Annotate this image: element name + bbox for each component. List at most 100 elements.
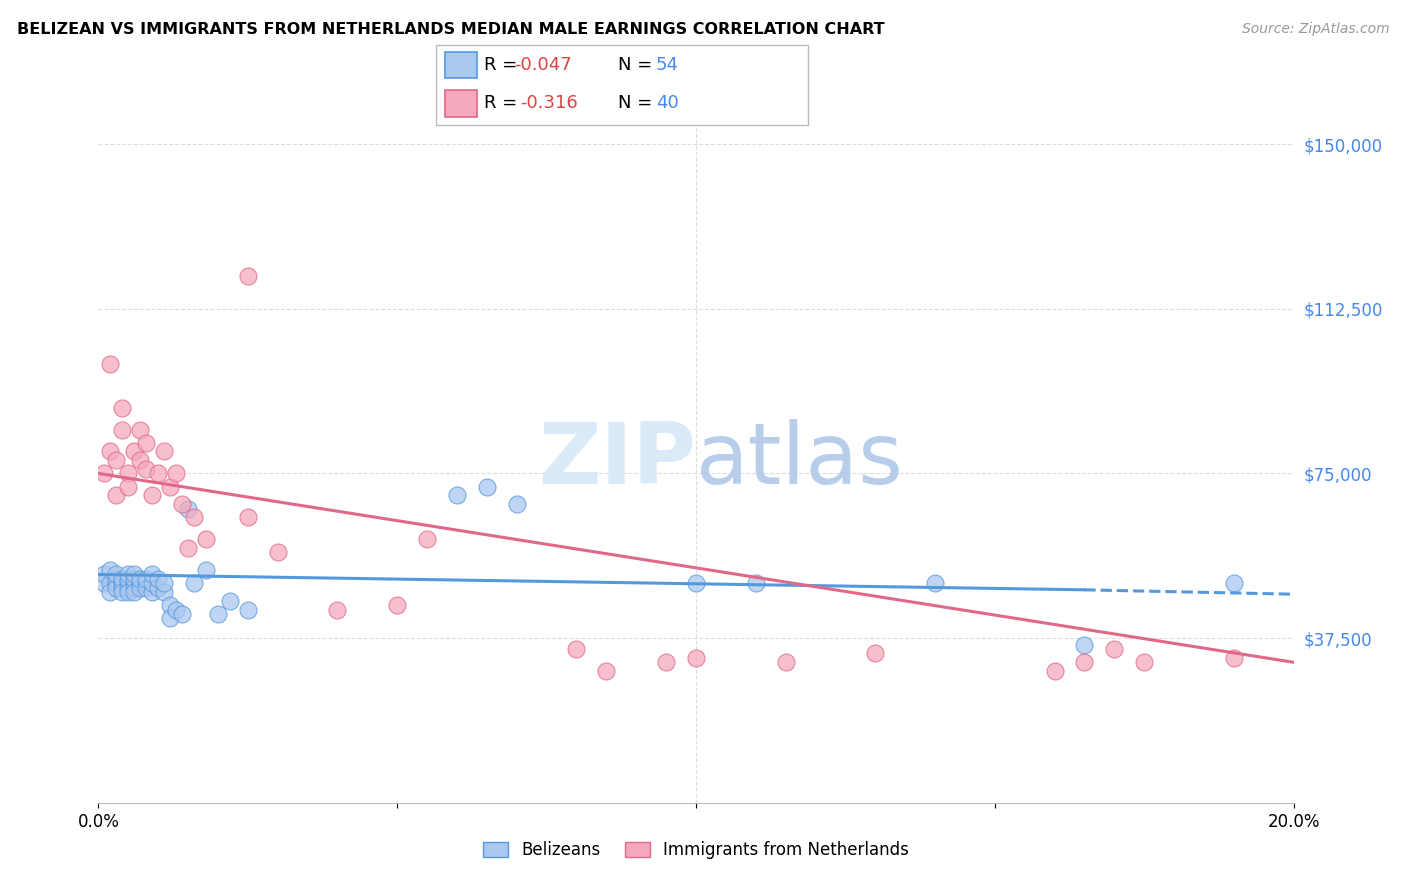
Point (117, 581, 139, 595)
Point (124, 444, 146, 458)
Point (475, 480, 498, 494)
Point (129, 572, 152, 586)
Point (685, 651, 707, 665)
Point (745, 576, 768, 591)
Point (148, 467, 170, 481)
Point (124, 576, 146, 591)
Text: N =: N = (619, 56, 658, 74)
Point (236, 268, 259, 283)
FancyBboxPatch shape (446, 52, 477, 78)
Point (135, 572, 157, 586)
Point (1223, 576, 1246, 591)
Point (685, 576, 707, 591)
Point (111, 401, 134, 415)
Point (446, 488, 468, 502)
Point (105, 581, 128, 595)
Point (1073, 655, 1095, 669)
FancyBboxPatch shape (446, 90, 477, 117)
Text: R =: R = (484, 95, 529, 112)
Point (117, 572, 139, 586)
Text: ZIP: ZIP (538, 418, 696, 502)
Text: 54: 54 (655, 56, 679, 74)
Point (236, 510, 259, 524)
Point (159, 480, 181, 494)
Point (165, 602, 187, 616)
Point (98, 357, 122, 371)
Point (105, 488, 128, 502)
Point (124, 567, 146, 582)
Point (165, 467, 187, 481)
Text: N =: N = (619, 95, 658, 112)
Point (117, 567, 139, 582)
Point (1104, 642, 1126, 657)
Point (135, 462, 157, 476)
Point (135, 576, 157, 591)
Point (177, 501, 200, 516)
Point (98, 585, 122, 599)
Point (98, 576, 122, 591)
Point (267, 545, 290, 559)
Point (129, 423, 152, 437)
Point (141, 576, 163, 591)
Point (195, 563, 218, 577)
Point (865, 647, 887, 661)
Point (148, 572, 170, 586)
Point (506, 497, 529, 511)
Point (93, 576, 115, 591)
Point (183, 510, 205, 524)
Point (141, 488, 163, 502)
Text: -0.316: -0.316 (520, 95, 578, 112)
Point (124, 585, 146, 599)
Point (111, 585, 134, 599)
Point (98, 563, 122, 577)
Point (195, 533, 218, 547)
Point (111, 423, 134, 437)
Point (565, 642, 588, 657)
Point (159, 598, 181, 612)
Point (117, 585, 139, 599)
Point (153, 576, 176, 591)
Text: R =: R = (484, 56, 523, 74)
Text: BELIZEAN VS IMMIGRANTS FROM NETHERLANDS MEDIAN MALE EARNINGS CORRELATION CHART: BELIZEAN VS IMMIGRANTS FROM NETHERLANDS … (17, 22, 884, 37)
Text: atlas: atlas (696, 418, 904, 502)
Point (1073, 638, 1095, 652)
Point (924, 576, 946, 591)
Point (129, 453, 152, 467)
Point (117, 480, 139, 494)
Point (655, 655, 678, 669)
Point (98, 444, 122, 458)
Legend: Belizeans, Immigrants from Netherlands: Belizeans, Immigrants from Netherlands (475, 835, 917, 866)
Point (129, 581, 152, 595)
Point (595, 664, 617, 678)
Point (1133, 655, 1156, 669)
Point (219, 594, 242, 608)
Point (141, 567, 163, 582)
Point (326, 602, 349, 616)
Point (105, 567, 128, 582)
Point (111, 581, 134, 595)
Point (775, 655, 797, 669)
Text: Source: ZipAtlas.com: Source: ZipAtlas.com (1241, 22, 1389, 37)
Point (172, 607, 194, 621)
Point (207, 607, 229, 621)
Point (1043, 664, 1066, 678)
Point (153, 585, 176, 599)
Point (177, 541, 200, 555)
Point (183, 576, 205, 591)
Point (1223, 651, 1246, 665)
Point (105, 576, 128, 591)
Point (105, 572, 128, 586)
Point (111, 572, 134, 586)
Point (124, 572, 146, 586)
Point (141, 585, 163, 599)
Point (105, 453, 128, 467)
Point (124, 581, 146, 595)
Point (236, 602, 259, 616)
Point (117, 467, 139, 481)
Point (93, 567, 115, 582)
Point (416, 533, 439, 547)
Point (172, 497, 194, 511)
FancyBboxPatch shape (436, 45, 808, 125)
Point (385, 598, 409, 612)
Point (135, 435, 157, 450)
